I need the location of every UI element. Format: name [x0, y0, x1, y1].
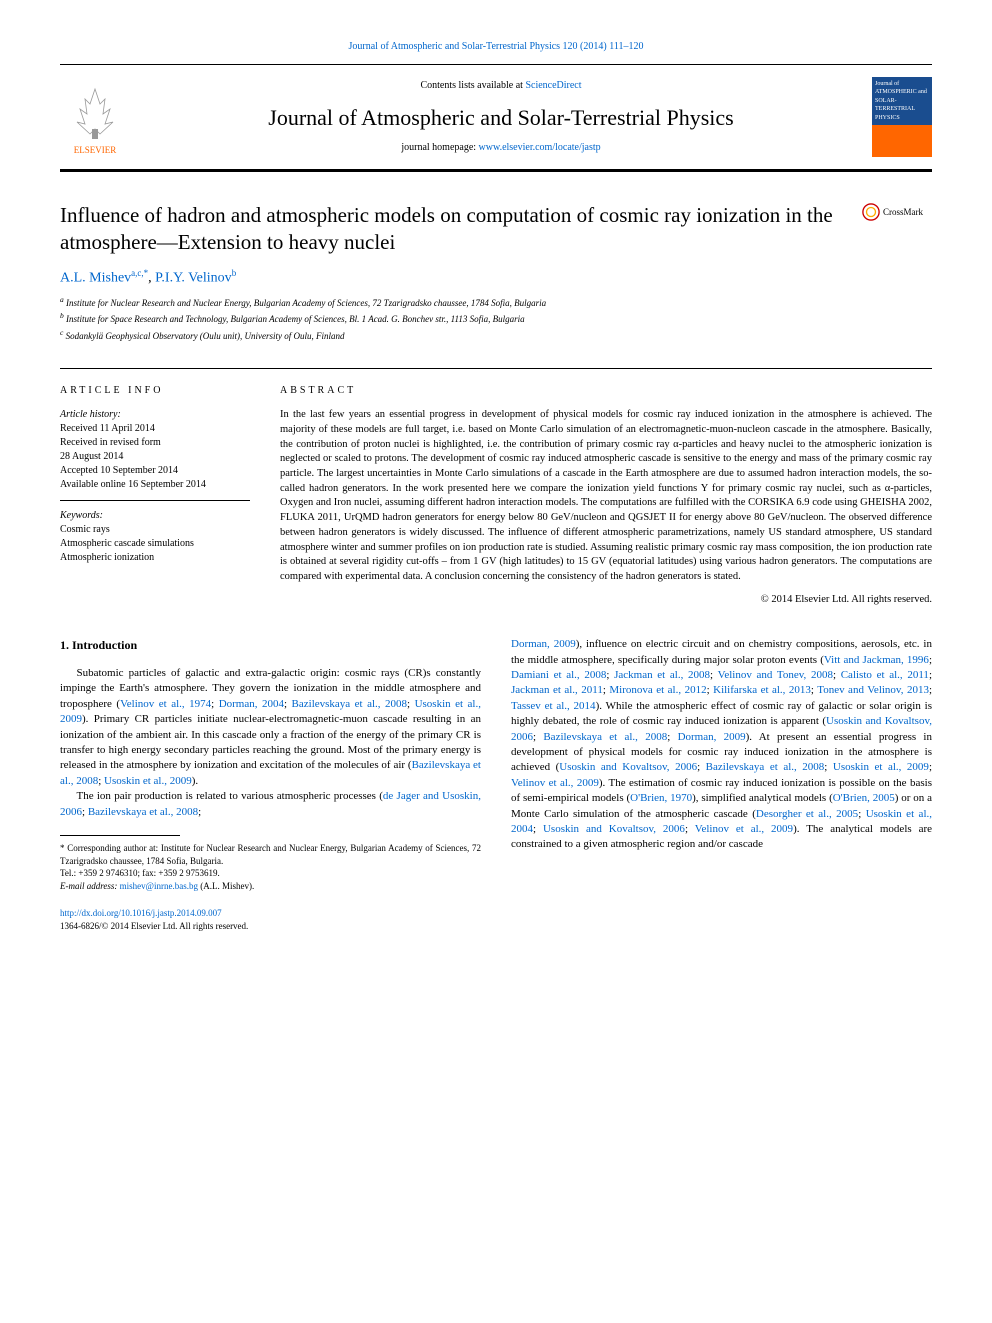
article-history: Article history: Received 11 April 2014 …	[60, 408, 250, 501]
issn-copyright: 1364-6826/© 2014 Elsevier Ltd. All right…	[60, 920, 481, 933]
ref-link[interactable]: Desorgher et al., 2005	[756, 808, 858, 820]
body-columns: 1. Introduction Subatomic particles of g…	[60, 637, 932, 932]
corr-author-text: * Corresponding author at: Institute for…	[60, 842, 481, 867]
ref-link[interactable]: Tassev et al., 2014	[511, 700, 596, 712]
top-journal-ref[interactable]: Journal of Atmospheric and Solar-Terrest…	[60, 40, 932, 54]
homepage-line: journal homepage: www.elsevier.com/locat…	[150, 141, 852, 155]
ref-link[interactable]: Usoskin and Kovaltsov, 2006	[543, 823, 685, 835]
ref-link[interactable]: O'Brien, 1970	[630, 792, 692, 804]
ref-link[interactable]: Usoskin and Kovaltsov, 2006	[559, 761, 697, 773]
affiliation-a: a Institute for Nuclear Research and Nuc…	[60, 294, 932, 311]
ref-link[interactable]: Tonev and Velinov, 2013	[817, 684, 929, 696]
ref-link[interactable]: Dorman, 2004	[219, 698, 284, 710]
email-link[interactable]: mishev@inrne.bas.bg	[120, 881, 198, 891]
intro-para-1: Subatomic particles of galactic and extr…	[60, 666, 481, 789]
intro-para-2-cont: Dorman, 2009), influence on electric cir…	[511, 637, 932, 852]
revised-label: Received in revised form	[60, 436, 250, 450]
corr-tel: Tel.: +359 2 9746310; fax: +359 2 975361…	[60, 867, 481, 880]
header-center: Contents lists available at ScienceDirec…	[130, 79, 872, 156]
affiliation-b: b Institute for Space Research and Techn…	[60, 310, 932, 327]
elsevier-label: ELSEVIER	[74, 144, 117, 157]
affiliations: a Institute for Nuclear Research and Nuc…	[60, 294, 932, 344]
column-right: Dorman, 2009), influence on electric cir…	[511, 637, 932, 932]
online-date: Available online 16 September 2014	[60, 478, 250, 492]
page-footer: http://dx.doi.org/10.1016/j.jastp.2014.0…	[60, 907, 481, 932]
ref-link[interactable]: Velinov et al., 2009	[511, 777, 599, 789]
abstract-heading: ABSTRACT	[280, 384, 932, 398]
ref-link[interactable]: Damiani et al., 2008	[511, 669, 606, 681]
history-label: Article history:	[60, 408, 250, 422]
abstract: ABSTRACT In the last few years an essent…	[280, 384, 932, 607]
crossmark-label: CrossMark	[883, 206, 923, 219]
author-1[interactable]: A.L. Mishev	[60, 270, 131, 285]
elsevier-logo[interactable]: ELSEVIER	[60, 77, 130, 157]
keyword-2: Atmospheric cascade simulations	[60, 537, 250, 551]
authors: A.L. Misheva,c,*, P.I.Y. Velinovb	[60, 267, 932, 288]
journal-cover-thumbnail[interactable]: Journal of ATMOSPHERIC and SOLAR-TERREST…	[872, 77, 932, 157]
journal-name: Journal of Atmospheric and Solar-Terrest…	[150, 103, 852, 134]
keyword-1: Cosmic rays	[60, 523, 250, 537]
column-left: 1. Introduction Subatomic particles of g…	[60, 637, 481, 932]
contents-prefix: Contents lists available at	[420, 80, 525, 91]
author-2[interactable]: P.I.Y. Velinov	[155, 270, 232, 285]
abstract-text: In the last few years an essential progr…	[280, 408, 932, 584]
article-info-heading: ARTICLE INFO	[60, 384, 250, 398]
ref-link[interactable]: Kilifarska et al., 2013	[713, 684, 811, 696]
keywords-label: Keywords:	[60, 509, 250, 523]
author-1-aff: a,c,	[131, 268, 144, 278]
sciencedirect-link[interactable]: ScienceDirect	[525, 80, 581, 91]
author-2-aff: b	[232, 268, 237, 278]
ref-link[interactable]: Dorman, 2009	[511, 638, 576, 650]
journal-header: ELSEVIER Contents lists available at Sci…	[60, 64, 932, 172]
accepted-date: Accepted 10 September 2014	[60, 464, 250, 478]
ref-link[interactable]: Bazilevskaya et al., 2008	[88, 806, 198, 818]
corr-email-line: E-mail address: mishev@inrne.bas.bg (A.L…	[60, 880, 481, 893]
keyword-3: Atmospheric ionization	[60, 551, 250, 565]
cover-text: Journal of ATMOSPHERIC and SOLAR-TERREST…	[875, 81, 927, 121]
section-1-heading: 1. Introduction	[60, 637, 481, 654]
intro-para-2: The ion pair production is related to va…	[60, 789, 481, 820]
article-title: Influence of hadron and atmospheric mode…	[60, 202, 842, 257]
homepage-link[interactable]: www.elsevier.com/locate/jastp	[479, 142, 601, 153]
ref-link[interactable]: Bazilevskaya et al., 2008	[543, 731, 667, 743]
doi-link[interactable]: http://dx.doi.org/10.1016/j.jastp.2014.0…	[60, 908, 222, 918]
ref-link[interactable]: Calisto et al., 2011	[841, 669, 929, 681]
crossmark-icon	[862, 203, 880, 221]
ref-link[interactable]: Jackman et al., 2008	[614, 669, 710, 681]
article-info: ARTICLE INFO Article history: Received 1…	[60, 384, 280, 607]
ref-link[interactable]: Velinov et al., 1974	[120, 698, 211, 710]
ref-link[interactable]: Usoskin et al., 2009	[833, 761, 929, 773]
affiliation-c: c Sodankylä Geophysical Observatory (Oul…	[60, 327, 932, 344]
footnote-separator	[60, 835, 180, 836]
homepage-prefix: journal homepage:	[401, 142, 478, 153]
ref-link[interactable]: Velinov et al., 2009	[695, 823, 793, 835]
ref-link[interactable]: Jackman et al., 2011	[511, 684, 603, 696]
elsevier-tree-icon	[65, 84, 125, 144]
abstract-copyright: © 2014 Elsevier Ltd. All rights reserved…	[280, 593, 932, 608]
ref-link[interactable]: O'Brien, 2005	[833, 792, 895, 804]
crossmark-badge[interactable]: CrossMark	[862, 202, 932, 222]
ref-link[interactable]: Bazilevskaya et al., 2008	[292, 698, 407, 710]
ref-link[interactable]: Usoskin et al., 2009	[104, 775, 192, 787]
corresponding-footnote: * Corresponding author at: Institute for…	[60, 842, 481, 892]
received-date: Received 11 April 2014	[60, 422, 250, 436]
ref-link[interactable]: Mironova et al., 2012	[609, 684, 706, 696]
revised-date: 28 August 2014	[60, 450, 250, 464]
ref-link[interactable]: Vitt and Jackman, 1996	[824, 654, 929, 666]
contents-line: Contents lists available at ScienceDirec…	[150, 79, 852, 93]
ref-link[interactable]: Dorman, 2009	[678, 731, 746, 743]
ref-link[interactable]: Velinov and Tonev, 2008	[718, 669, 833, 681]
ref-link[interactable]: Bazilevskaya et al., 2008	[706, 761, 825, 773]
